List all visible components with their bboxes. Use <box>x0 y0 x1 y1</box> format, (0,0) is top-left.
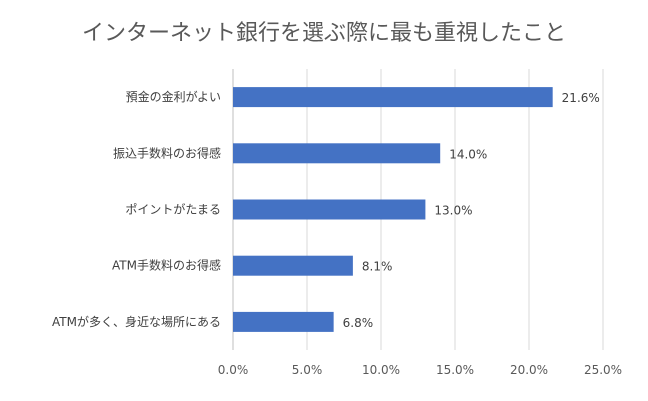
x-tick-label: 15.0% <box>436 363 474 377</box>
data-labels: 21.6% 14.0% 13.0% 8.1% 6.8% <box>343 91 600 330</box>
x-tick-label: 20.0% <box>510 363 548 377</box>
x-tick-label: 25.0% <box>584 363 622 377</box>
data-label: 21.6% <box>562 91 600 105</box>
category-label: ATM手数料のお得感 <box>112 258 221 273</box>
category-label: 預金の金利がよい <box>126 89 221 104</box>
bar <box>233 311 334 332</box>
data-label: 13.0% <box>434 204 472 218</box>
category-label: ATMが多く、身近な場所にある <box>52 314 221 329</box>
chart-title: インターネット銀行を選ぶ際に最も重視したこと <box>82 21 566 46</box>
x-tick-label: 5.0% <box>292 363 323 377</box>
bar <box>233 143 441 164</box>
category-label: 振込手数料のお得感 <box>113 145 221 160</box>
bar <box>233 87 553 108</box>
x-tick-label: 10.0% <box>362 363 400 377</box>
x-tick-labels: 0.0% 5.0% 10.0% 15.0% 20.0% 25.0% <box>218 363 622 377</box>
data-label: 8.1% <box>362 260 393 274</box>
category-label: ポイントがたまる <box>125 202 221 217</box>
bar <box>233 199 426 220</box>
data-label: 6.8% <box>343 316 374 330</box>
x-tick-label: 0.0% <box>218 363 249 377</box>
bars <box>233 87 553 332</box>
data-label: 14.0% <box>449 147 487 161</box>
bar <box>233 255 353 276</box>
